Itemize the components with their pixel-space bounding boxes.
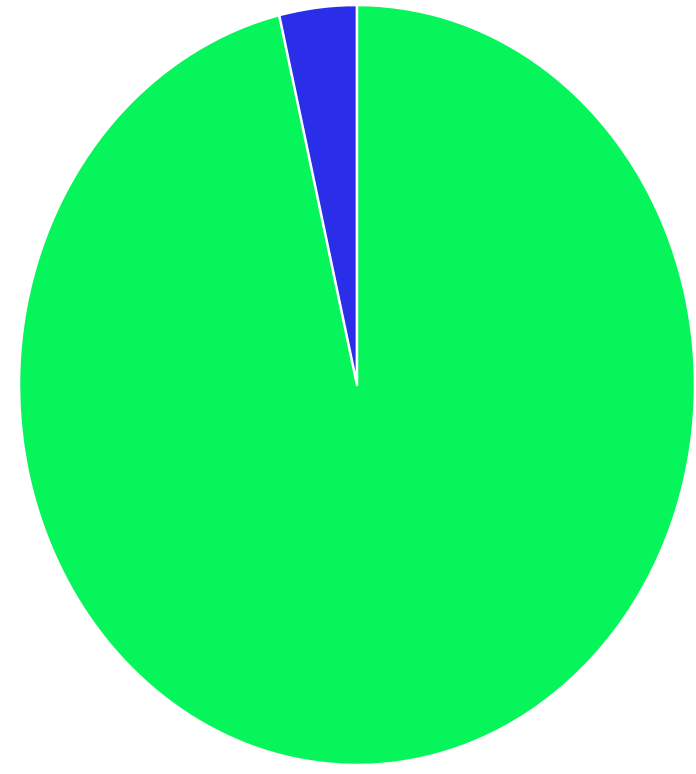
pie-slices [17,3,696,767]
pie-slice-2 [17,3,696,767]
